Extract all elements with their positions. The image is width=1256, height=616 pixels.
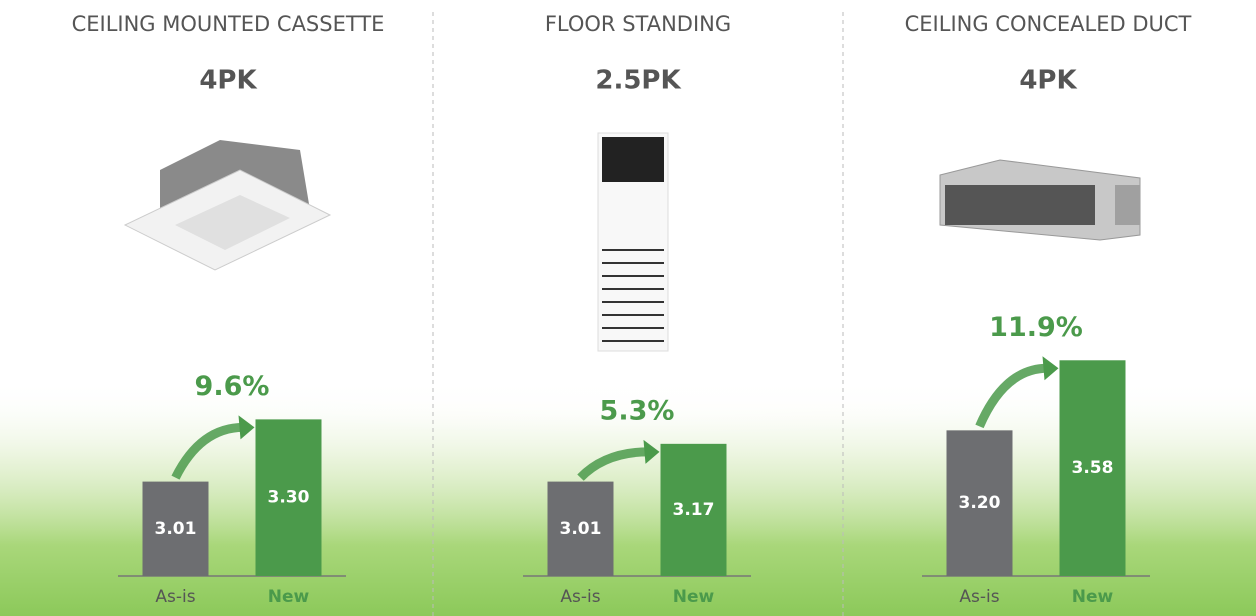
floor-unit-image	[597, 132, 669, 352]
duct-image	[939, 159, 1141, 241]
bar	[547, 481, 614, 576]
bar	[946, 430, 1013, 576]
bar	[660, 443, 727, 576]
chart-subtitle: 4PK	[199, 66, 257, 96]
bar	[142, 481, 209, 576]
growth-arrow	[577, 447, 649, 481]
value-label: 3.58	[1072, 458, 1114, 478]
arrow-head	[1042, 356, 1059, 381]
value-label: 3.20	[959, 493, 1001, 513]
arrow-head	[643, 439, 660, 464]
chart-title: CEILING CONCEALED DUCT	[905, 12, 1192, 36]
category-label: New	[268, 587, 310, 607]
growth-arrow	[171, 422, 244, 480]
category-label: New	[1072, 587, 1114, 607]
growth-arrow	[975, 363, 1048, 429]
category-label: As-is	[155, 587, 195, 607]
chart-subtitle: 2.5PK	[595, 66, 681, 96]
cassette-image	[123, 140, 332, 271]
value-label: 3.01	[560, 519, 602, 539]
bar	[1059, 360, 1126, 576]
chart-title: FLOOR STANDING	[545, 12, 731, 36]
value-label: 3.30	[268, 488, 310, 508]
chart-subtitle: 4PK	[1019, 66, 1077, 96]
growth-annotation: 5.3%	[600, 395, 675, 426]
background-haze	[140, 340, 1140, 460]
value-label: 3.17	[673, 500, 715, 520]
category-label: New	[673, 587, 715, 607]
bar	[255, 419, 322, 576]
growth-annotation: 11.9%	[989, 312, 1083, 343]
category-label: As-is	[560, 587, 600, 607]
value-label: 3.01	[155, 519, 197, 539]
category-label: As-is	[959, 587, 999, 607]
arrow-head	[238, 415, 255, 440]
growth-annotation: 9.6%	[195, 371, 270, 402]
chart-title: CEILING MOUNTED CASSETTE	[72, 12, 385, 36]
